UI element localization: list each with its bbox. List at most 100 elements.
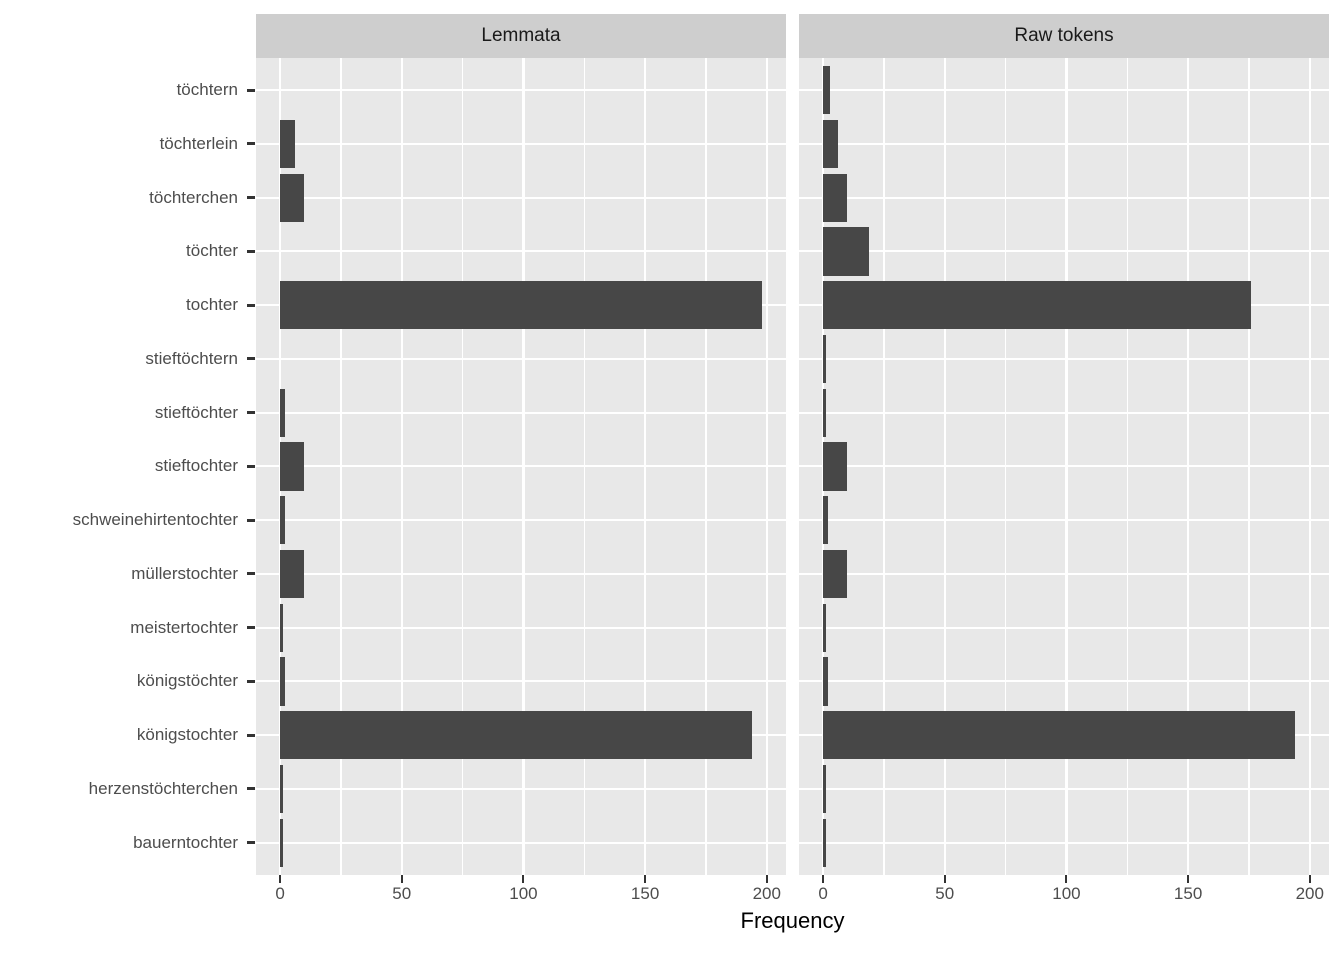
major-gridline <box>256 250 786 253</box>
bar <box>823 334 826 384</box>
facet-title-raw-tokens: Raw tokens <box>1014 25 1114 46</box>
major-gridline <box>799 89 1329 92</box>
bar <box>280 549 305 599</box>
plot-panel-lemmata <box>256 58 786 875</box>
bar <box>280 818 283 867</box>
major-gridline <box>256 519 786 522</box>
major-gridline <box>256 357 786 360</box>
bar <box>823 442 848 491</box>
y-tick-label: stieftöchter <box>154 402 238 422</box>
x-axis-tick <box>765 875 768 883</box>
bar <box>280 173 305 222</box>
x-axis-tick <box>1065 875 1068 883</box>
major-gridline <box>799 142 1329 145</box>
x-axis-tick <box>279 875 282 883</box>
major-gridline <box>256 626 786 629</box>
bar <box>823 66 831 115</box>
x-tick-label: 150 <box>630 884 660 903</box>
y-axis-tick <box>247 357 255 361</box>
major-gridline <box>256 841 786 844</box>
y-axis-tick <box>247 787 255 791</box>
bar <box>823 549 848 599</box>
bar <box>823 496 828 545</box>
bar <box>823 119 838 169</box>
x-tick-label: 0 <box>818 884 828 903</box>
major-gridline <box>799 411 1329 414</box>
y-axis-tick <box>247 142 255 146</box>
major-gridline <box>256 465 786 468</box>
y-axis-tick <box>247 626 255 630</box>
facet-strip-raw-tokens: Raw tokens <box>799 14 1329 58</box>
x-axis-tick <box>644 875 647 883</box>
major-gridline <box>256 142 786 145</box>
major-gridline <box>799 519 1329 522</box>
major-gridline <box>256 680 786 683</box>
x-tick-label: 0 <box>275 884 285 903</box>
y-axis-tick <box>247 841 255 845</box>
x-tick-label: 100 <box>1052 884 1081 903</box>
x-axis-tick <box>1308 875 1311 883</box>
y-tick-label: königstochter <box>136 725 238 745</box>
bar <box>280 711 753 760</box>
facet-title-lemmata: Lemmata <box>481 25 561 46</box>
y-axis-tick <box>247 572 255 576</box>
major-gridline <box>256 787 786 790</box>
major-gridline <box>256 89 786 92</box>
y-tick-label: schweinehirtentochter <box>72 510 238 530</box>
y-axis-tick <box>247 679 255 683</box>
major-gridline <box>799 626 1329 629</box>
y-tick-label: tochter <box>186 295 238 315</box>
y-axis-tick <box>247 518 255 522</box>
major-gridline <box>256 196 786 199</box>
bar <box>280 119 295 169</box>
bar <box>280 281 762 330</box>
bar <box>280 442 305 491</box>
major-gridline <box>799 680 1329 683</box>
bar <box>823 603 826 652</box>
y-axis-tick <box>247 303 255 307</box>
bar <box>823 388 826 437</box>
x-tick-label: 200 <box>752 884 781 903</box>
bar <box>280 657 285 706</box>
x-tick-label: 150 <box>1173 884 1203 903</box>
y-tick-label: herzenstöchterchen <box>88 778 238 798</box>
bar <box>280 603 283 652</box>
y-tick-label: töchter <box>186 241 238 261</box>
x-axis-tick <box>943 875 946 883</box>
x-tick-label: 50 <box>935 884 955 903</box>
y-tick-label: meistertochter <box>130 617 238 637</box>
bar <box>823 281 1252 330</box>
x-tick-label: 200 <box>1295 884 1324 903</box>
y-axis-tick <box>247 464 255 468</box>
bar <box>280 388 285 437</box>
bar <box>823 173 848 222</box>
y-tick-label: stieftöchtern <box>145 348 238 368</box>
bar <box>823 657 828 706</box>
x-axis-title: Frequency <box>740 908 845 933</box>
major-gridline <box>799 196 1329 199</box>
major-gridline <box>799 572 1329 575</box>
y-tick-label: töchtern <box>176 80 238 100</box>
x-tick-label: 100 <box>509 884 538 903</box>
x-axis-tick <box>822 875 825 883</box>
y-axis-tick <box>247 733 255 737</box>
bar <box>823 227 870 276</box>
x-axis-tick <box>1187 875 1190 883</box>
bar <box>280 764 283 814</box>
y-axis-tick <box>247 196 255 200</box>
major-gridline <box>799 841 1329 844</box>
y-tick-label: bauerntochter <box>133 832 238 852</box>
y-axis-tick <box>247 88 255 92</box>
y-tick-label: müllerstochter <box>131 563 238 583</box>
y-tick-label: königstöchter <box>136 671 238 691</box>
y-axis-tick <box>247 411 255 415</box>
plot-panel-raw-tokens <box>799 58 1329 875</box>
major-gridline <box>256 572 786 575</box>
y-tick-label: töchterlein <box>159 133 238 153</box>
y-tick-label: töchterchen <box>149 187 238 207</box>
x-axis-tick <box>400 875 403 883</box>
major-gridline <box>799 357 1329 360</box>
x-axis-tick <box>522 875 525 883</box>
major-gridline <box>256 411 786 414</box>
